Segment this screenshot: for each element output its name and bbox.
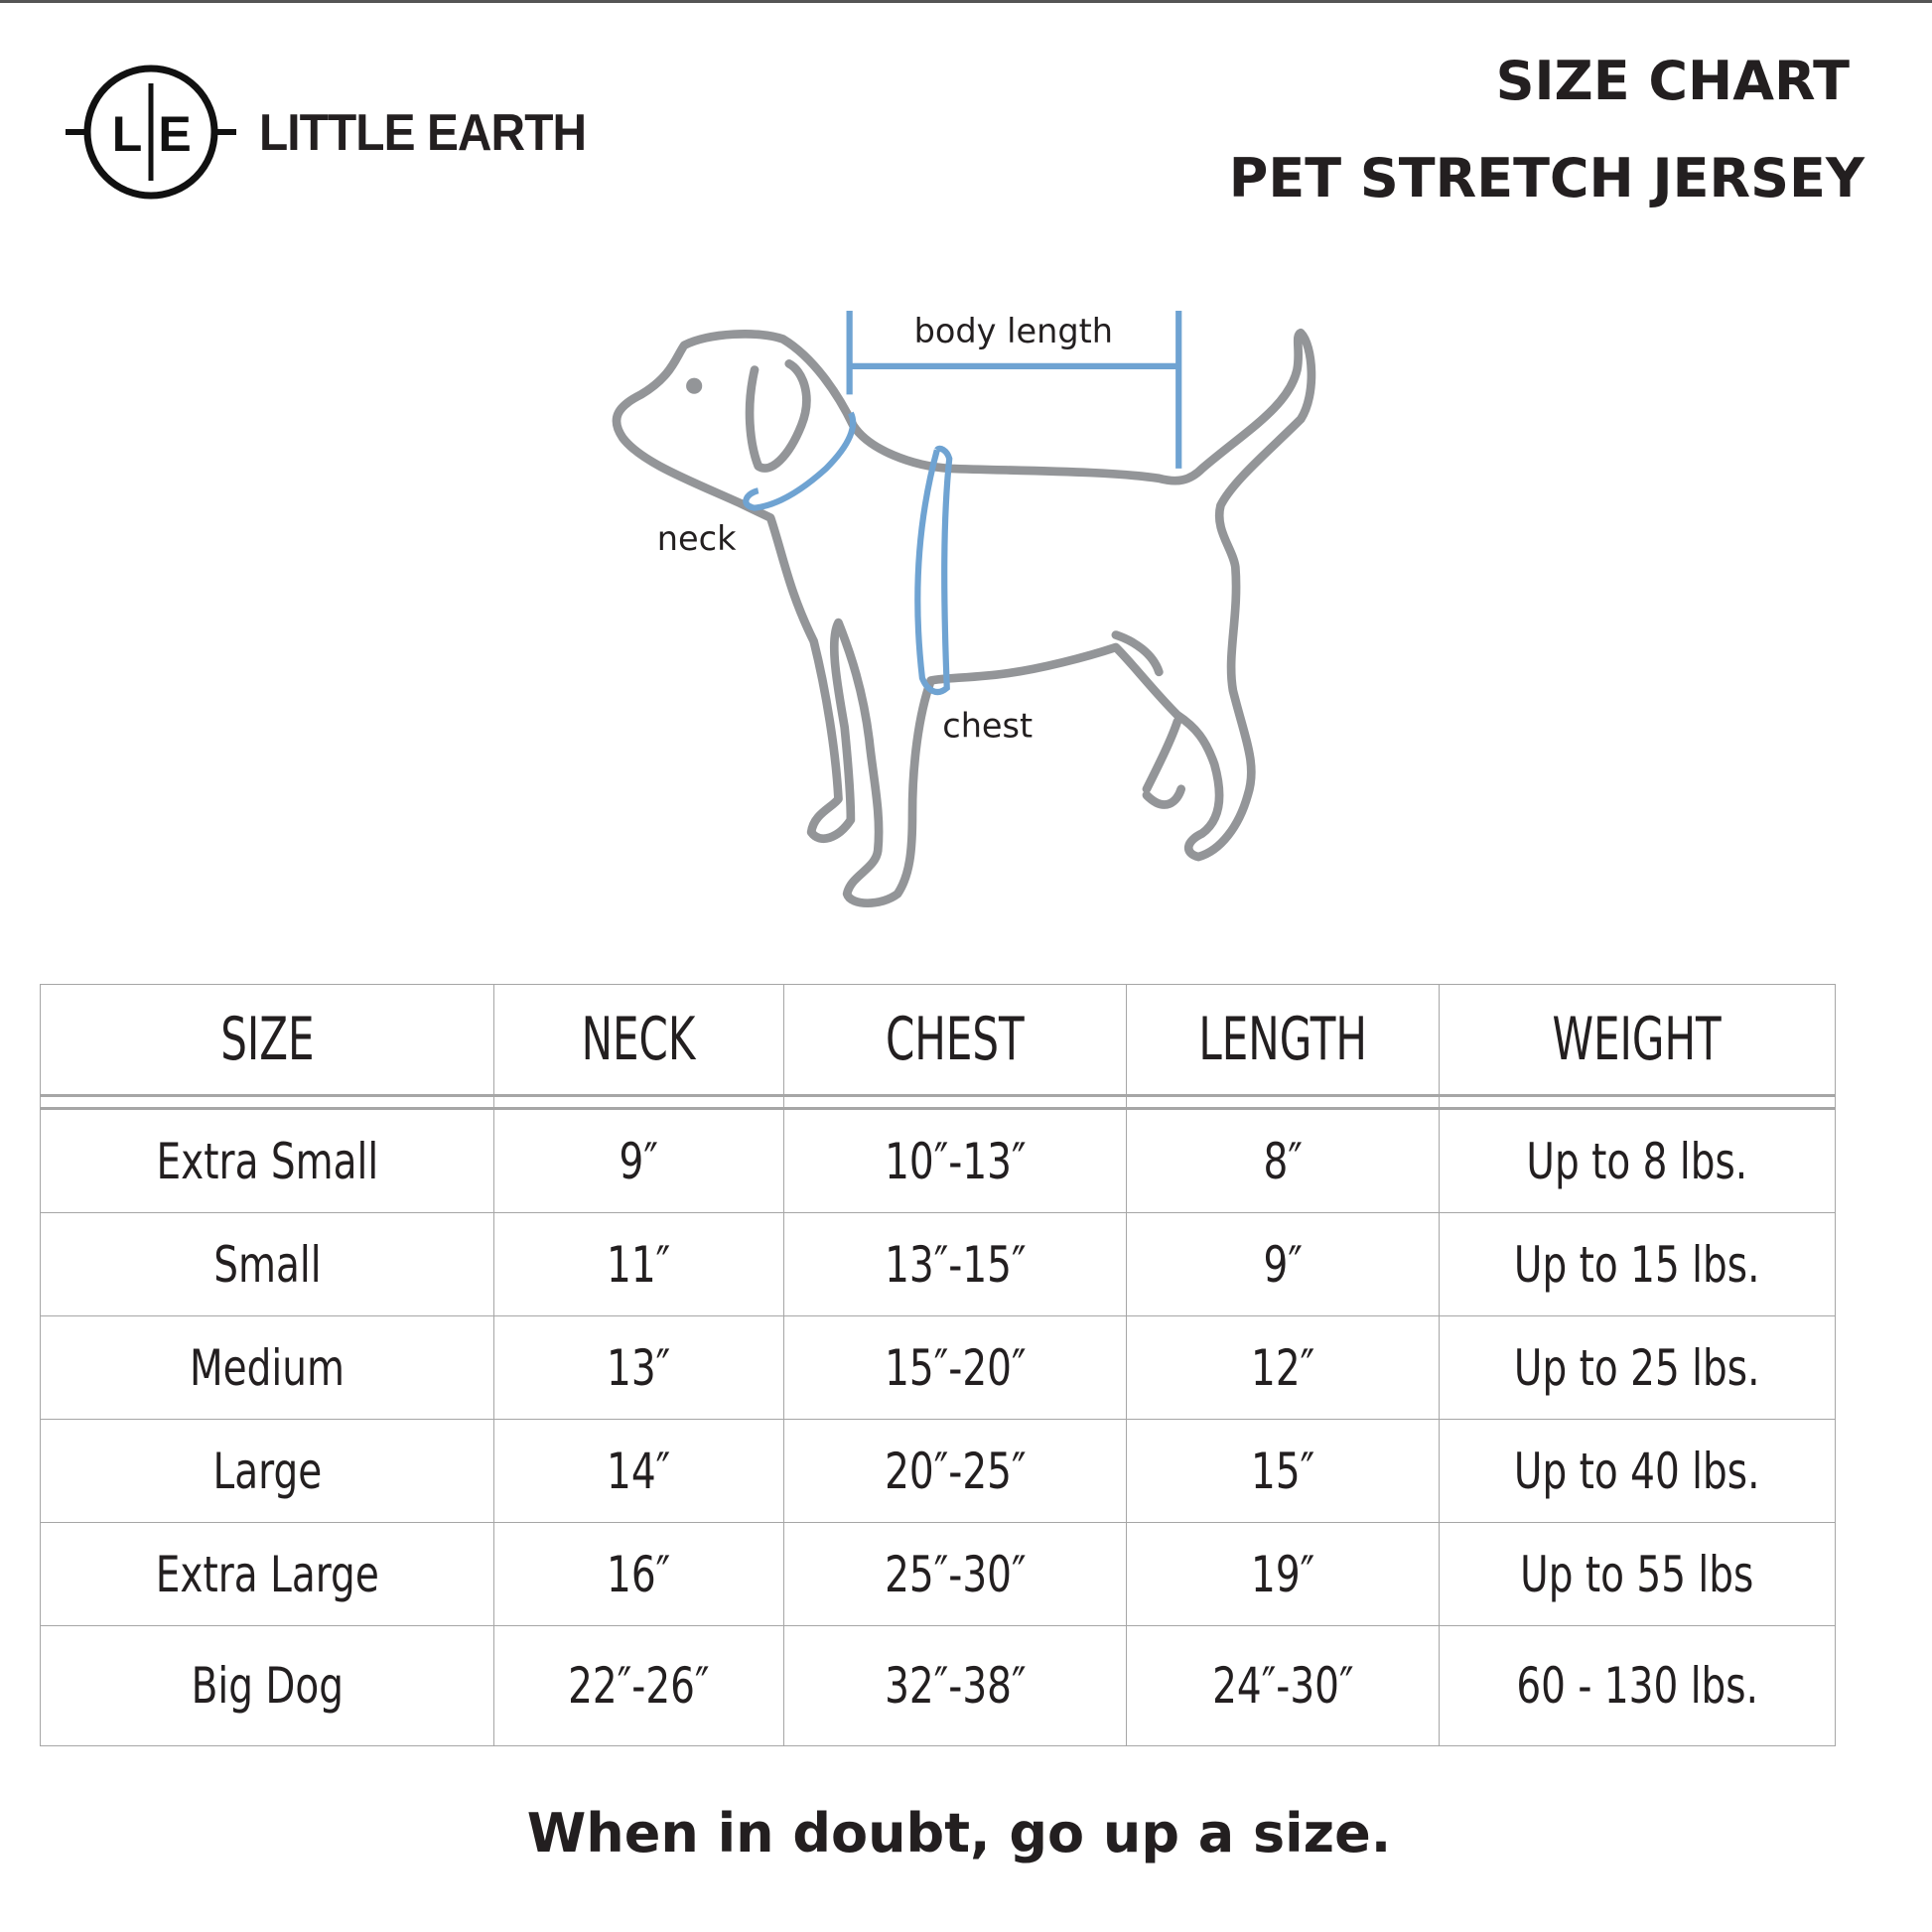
cell-size: Small [40, 1212, 494, 1316]
cell-size: Extra Large [40, 1522, 494, 1626]
size-table: SIZE NECK CHEST LENGTH WEIGHT Extra Smal… [40, 984, 1836, 1746]
neck-label: neck [657, 519, 737, 558]
column-header-length: LENGTH [1126, 984, 1440, 1096]
table-row: Extra Small 9″ 10″-13″ 8″ Up to 8 lbs. [40, 1108, 1836, 1213]
cell-weight: Up to 25 lbs. [1439, 1315, 1836, 1420]
cell-size: Extra Small [40, 1108, 494, 1213]
cell-neck: 11″ [493, 1212, 784, 1316]
cell-length: 9″ [1126, 1212, 1440, 1316]
cell-weight: Up to 15 lbs. [1439, 1212, 1836, 1316]
column-header-neck: NECK [493, 984, 784, 1096]
cell-chest: 25″-30″ [783, 1522, 1127, 1626]
cell-weight: Up to 8 lbs. [1439, 1108, 1836, 1213]
chest-label: chest [942, 707, 1033, 746]
little-earth-logo-icon: L E [66, 65, 236, 200]
top-border [0, 0, 1932, 3]
product-name: PET STRETCH JERSEY [1228, 147, 1864, 209]
column-header-size: SIZE [40, 984, 494, 1096]
table-row: Small 11″ 13″-15″ 9″ Up to 15 lbs. [40, 1212, 1836, 1316]
brand-name: LITTLE EARTH [259, 104, 587, 162]
column-header-chest: CHEST [783, 984, 1127, 1096]
table-row: Big Dog 22″-26″ 32″-38″ 24″-30″ 60 - 130… [40, 1625, 1836, 1746]
table-header-row: SIZE NECK CHEST LENGTH WEIGHT [40, 984, 1836, 1096]
cell-length: 12″ [1126, 1315, 1440, 1420]
cell-chest: 10″-13″ [783, 1108, 1127, 1213]
cell-weight: Up to 55 lbs [1439, 1522, 1836, 1626]
dog-outline-icon [612, 328, 1316, 907]
header-separator [40, 1094, 1836, 1110]
table-row: Medium 13″ 15″-20″ 12″ Up to 25 lbs. [40, 1315, 1836, 1420]
cell-chest: 32″-38″ [783, 1625, 1127, 1746]
column-header-weight: WEIGHT [1439, 984, 1836, 1096]
cell-chest: 15″-20″ [783, 1315, 1127, 1420]
page-title: SIZE CHART [1495, 50, 1850, 112]
table-row: Extra Large 16″ 25″-30″ 19″ Up to 55 lbs [40, 1522, 1836, 1626]
cell-length: 19″ [1126, 1522, 1440, 1626]
cell-length: 8″ [1126, 1108, 1440, 1213]
cell-neck: 14″ [493, 1419, 784, 1523]
cell-weight: Up to 40 lbs. [1439, 1419, 1836, 1523]
cell-size: Big Dog [40, 1625, 494, 1746]
table-row: Large 14″ 20″-25″ 15″ Up to 40 lbs. [40, 1419, 1836, 1523]
body-length-label: body length [914, 312, 1113, 350]
cell-length: 24″-30″ [1126, 1625, 1440, 1746]
cell-size: Large [40, 1419, 494, 1523]
cell-chest: 13″-15″ [783, 1212, 1127, 1316]
measurement-lines [743, 310, 1182, 696]
svg-text:L: L [112, 106, 143, 162]
svg-text:E: E [158, 106, 191, 162]
cell-neck: 9″ [493, 1108, 784, 1213]
cell-length: 15″ [1126, 1419, 1440, 1523]
cell-neck: 22″-26″ [493, 1625, 784, 1746]
cell-weight: 60 - 130 lbs. [1439, 1625, 1836, 1746]
cell-size: Medium [40, 1315, 494, 1420]
cell-chest: 20″-25″ [783, 1419, 1127, 1523]
cell-neck: 16″ [493, 1522, 784, 1626]
cell-neck: 13″ [493, 1315, 784, 1420]
sizing-advice: When in doubt, go up a size. [526, 1802, 1392, 1864]
